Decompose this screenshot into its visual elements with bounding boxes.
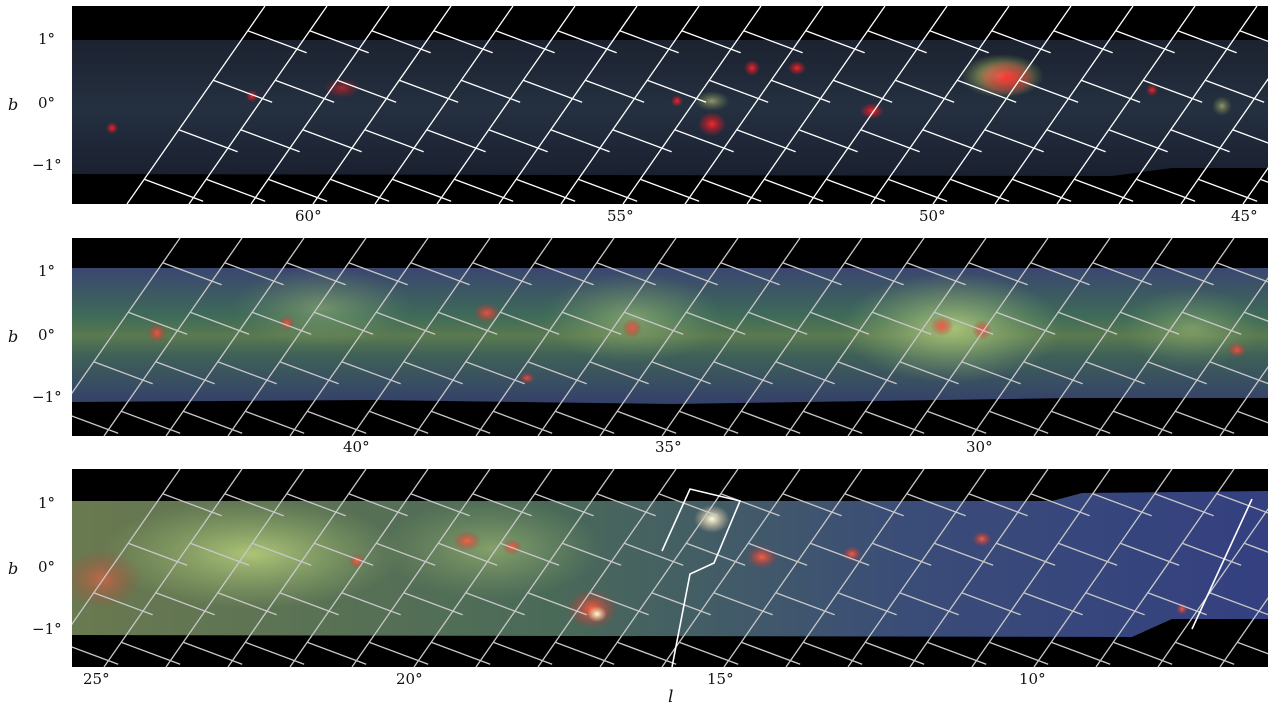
tile-edge [1033, 469, 1173, 667]
tile-edge [1242, 166, 1268, 204]
tile-edge [994, 6, 1134, 204]
tile-edge [1239, 30, 1268, 42]
tile-edge [723, 469, 863, 667]
x-tick-top-60: 60° [295, 207, 322, 225]
y-axis-label-top: b [8, 95, 19, 114]
x-tick-middle-40: 40° [343, 438, 370, 456]
tile-edge [103, 238, 243, 436]
tile-edge [1180, 78, 1268, 204]
y-tick-top-1: 1° [38, 30, 56, 48]
tile-edge [165, 238, 305, 436]
y-axis-label-bottom: b [8, 559, 19, 578]
tile-edge [847, 469, 987, 667]
x-tick-bottom-15: 15° [707, 670, 734, 688]
tile-edge [661, 238, 801, 436]
tile-edge [413, 469, 553, 667]
tile-edge [1095, 469, 1235, 667]
tile-edge [932, 6, 1072, 204]
tile-edge [785, 469, 925, 667]
mosaic-image-top [72, 6, 1268, 204]
tile-edge [351, 469, 491, 667]
tile-edge [808, 6, 948, 204]
tile-edge [909, 469, 1049, 667]
tile-edge [1157, 277, 1268, 436]
tile-edge [746, 6, 886, 204]
tile-edge [909, 238, 1049, 436]
tile-edge [560, 6, 700, 204]
mosaic-image-bottom [72, 469, 1268, 667]
tile-edge [289, 469, 429, 667]
x-tick-top-50: 50° [919, 207, 946, 225]
tile-edge [475, 469, 615, 667]
tile-edge [1157, 508, 1268, 667]
y-tick-middle-0: 0° [38, 326, 56, 344]
tile-edge [103, 469, 243, 667]
tile-edge [1095, 238, 1235, 436]
tile-edge [622, 6, 762, 204]
y-tick-middle-1: 1° [38, 262, 56, 280]
x-tick-bottom-25: 25° [83, 670, 110, 688]
x-tick-top-55: 55° [607, 207, 634, 225]
tile-edge [1237, 641, 1268, 655]
tile-edge [475, 238, 615, 436]
tile-edge [289, 238, 429, 436]
tile-edge [971, 238, 1111, 436]
tile-edge [599, 238, 739, 436]
tile-edge [537, 469, 677, 667]
tile-edge [312, 6, 452, 204]
survey-panel-top [72, 6, 1268, 204]
y-tick-bottom-1: 1° [38, 494, 56, 512]
tile-edge [785, 238, 925, 436]
tile-edge [599, 469, 739, 667]
tile-edge [870, 6, 1010, 204]
y-tick-bottom-neg1: −1° [32, 620, 62, 638]
tile-edge [1056, 6, 1196, 204]
tile-edge [1033, 238, 1173, 436]
y-tick-bottom-0: 0° [38, 558, 56, 576]
tile-edge [971, 469, 1111, 667]
x-tick-bottom-10: 10° [1019, 670, 1046, 688]
tile-edge [227, 238, 367, 436]
tile-edge [723, 238, 863, 436]
survey-panel-middle [72, 238, 1268, 436]
tile-edge [1232, 129, 1268, 144]
y-axis-label-middle: b [8, 327, 19, 346]
x-axis-label: l [668, 687, 674, 707]
tile-edge [188, 6, 328, 204]
tile-edge [498, 6, 638, 204]
tile-edge [72, 238, 181, 395]
tile-edge [661, 469, 801, 667]
tile-edge [250, 6, 390, 204]
x-tick-bottom-20: 20° [396, 670, 423, 688]
mosaic-image-middle [72, 238, 1268, 436]
y-tick-middle-neg1: −1° [32, 388, 62, 406]
tile-edge [227, 469, 367, 667]
tile-edge [1118, 6, 1258, 204]
x-tick-middle-35: 35° [655, 438, 682, 456]
tile-edge [1237, 410, 1268, 424]
tile-edge [72, 469, 181, 626]
tile-edge [126, 6, 266, 204]
tile-edge [1244, 311, 1268, 322]
tile-edge [1244, 542, 1268, 553]
x-tick-top-45: 45° [1231, 207, 1258, 225]
tile-edge [684, 6, 824, 204]
tile-edge [374, 6, 514, 204]
x-tick-middle-30: 30° [966, 438, 993, 456]
survey-panel-bottom [72, 469, 1268, 667]
tile-edge [436, 6, 576, 204]
tile-edge [847, 238, 987, 436]
tile-edge [165, 469, 305, 667]
tile-edge [413, 238, 553, 436]
y-tick-top-neg1: −1° [32, 156, 62, 174]
tile-edge [351, 238, 491, 436]
tile-edge [537, 238, 677, 436]
tile-edge [1219, 596, 1268, 667]
tile-edge [1219, 365, 1268, 436]
y-tick-top-0: 0° [38, 94, 56, 112]
